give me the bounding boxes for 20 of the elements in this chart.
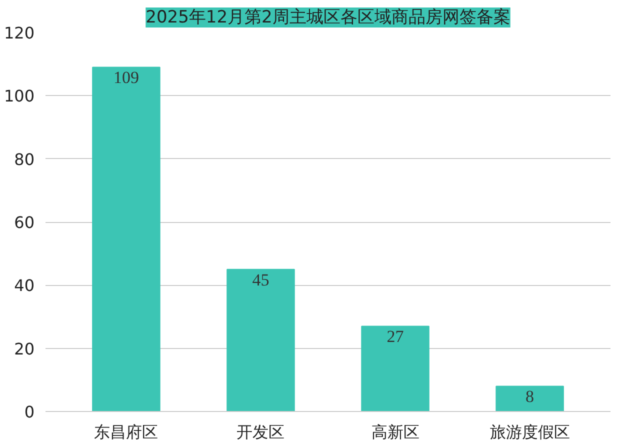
- y-tick-label: 100: [4, 86, 35, 106]
- data-label: 27: [386, 327, 404, 346]
- y-tick-label: 60: [14, 213, 34, 232]
- y-tick-label: 120: [4, 24, 35, 42]
- data-label: 109: [113, 68, 139, 88]
- x-tick-label: 旅游度假区: [490, 422, 570, 442]
- x-tick-label: 高新区: [371, 422, 420, 442]
- data-label: 8: [526, 387, 534, 406]
- x-tick-label: 东昌府区: [94, 422, 158, 442]
- y-tick-label: 0: [24, 402, 35, 422]
- y-tick-label: 20: [14, 339, 34, 358]
- bar: [226, 268, 295, 412]
- x-tick-label: 开发区: [236, 422, 285, 442]
- data-label: 45: [252, 270, 270, 290]
- bar: [361, 326, 430, 412]
- y-tick-label: 80: [14, 150, 34, 169]
- bar: [92, 66, 160, 412]
- bar: [496, 386, 564, 412]
- y-tick-label: 40: [14, 276, 34, 296]
- chart-title: 2025年12月第2周主城区各区域商品房网签备案: [146, 8, 510, 28]
